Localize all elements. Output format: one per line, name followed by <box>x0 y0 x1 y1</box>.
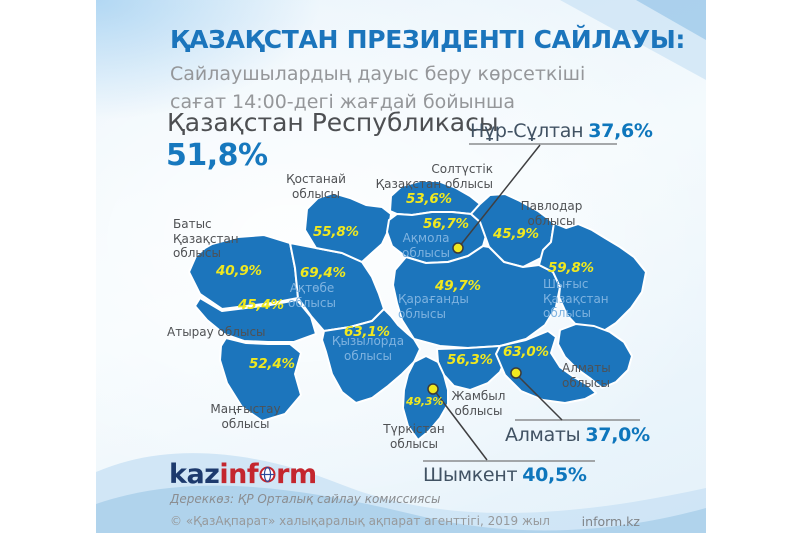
region-shape-east-kazakhstan <box>538 222 647 335</box>
kazinform-logo: kazinf rm <box>169 459 317 490</box>
city-value-nur-sultan: 37,6% <box>588 120 653 142</box>
globe-icon <box>259 466 276 483</box>
region-label-west-kazakhstan: Батыс Қазақстан облысы <box>173 217 239 260</box>
region-shape-mangystau <box>219 337 302 422</box>
city-marker-nur-sultan <box>452 242 464 254</box>
city-marker-shymkent <box>427 383 439 395</box>
copyright-note: © «ҚазАқпарат» халықаралық ақпарат агент… <box>170 514 550 528</box>
region-value-atyrau: 45,4% <box>238 297 284 313</box>
region-label-zhambyl: Жамбыл облысы <box>451 389 506 418</box>
logo-text-kaz: kaz <box>169 459 220 490</box>
region-value-west-kazakhstan: 40,9% <box>216 263 262 279</box>
region-label-mangystau: Маңғыстау облысы <box>210 402 281 431</box>
region-label-almaty-region: Алматы облысы <box>562 361 611 390</box>
national-label: Қазақстан Республикасы <box>167 108 499 137</box>
region-value-zhambyl: 56,3% <box>447 352 493 368</box>
region-shape-west-kazakhstan <box>188 234 299 310</box>
region-value-north-kazakhstan: 53,6% <box>406 191 452 207</box>
region-label-pavlodar: Павлодар облысы <box>520 199 583 228</box>
region-value-aqmola: 56,7% <box>423 216 469 232</box>
callout-shymkent: Шымкент 40,5% <box>423 464 587 486</box>
region-label-aqmola: Ақмола облысы <box>402 231 450 260</box>
region-value-aqtobe: 69,4% <box>300 265 346 281</box>
page-subtitle: Сайлаушылардың дауыс беру көрсеткіші сағ… <box>170 60 585 116</box>
region-value-qostanay: 55,8% <box>313 224 359 240</box>
callout-pointer-shymkent <box>433 389 488 461</box>
background-wave-dark <box>96 485 706 533</box>
region-label-turkistan: Түркістан облысы <box>383 422 445 451</box>
region-label-atyrau: Атырау облысы <box>167 325 266 339</box>
callout-nur-sultan: Нұр-Сұлтан 37,6% <box>470 120 653 142</box>
page-title: ҚАЗАҚСТАН ПРЕЗИДЕНТІ САЙЛАУЫ: <box>170 25 686 54</box>
source-note: Дереккөз: ҚР Орталық сайлау комиссиясы <box>170 492 441 506</box>
region-label-qostanay: Қостанай облысы <box>286 172 346 201</box>
city-name-nur-sultan: Нұр-Сұлтан <box>470 120 584 142</box>
region-shape-qostanay <box>304 192 392 263</box>
national-value: 51,8% <box>166 138 268 173</box>
background-corner-wedge-dark <box>636 0 706 40</box>
logo-text-rm: rm <box>276 459 317 490</box>
city-value-almaty: 37,0% <box>585 424 650 446</box>
region-label-east-kazakhstan: Шығыс Қазақстан облысы <box>543 277 609 320</box>
callout-almaty: Алматы 37,0% <box>505 424 650 446</box>
region-label-aqtobe: Ақтөбе облысы <box>288 281 336 310</box>
city-value-shymkent: 40,5% <box>522 464 587 486</box>
region-value-almaty-region: 63,0% <box>503 344 549 360</box>
region-value-mangystau: 52,4% <box>249 356 295 372</box>
region-value-pavlodar: 45,9% <box>493 226 539 242</box>
region-value-qaraghandy: 49,7% <box>435 278 481 294</box>
city-name-shymkent: Шымкент <box>423 464 518 486</box>
callout-pointer-nur-sultan <box>458 144 541 248</box>
region-shape-turkistan <box>402 355 449 441</box>
city-name-almaty: Алматы <box>505 424 581 446</box>
subtitle-line-1: Сайлаушылардың дауыс беру көрсеткіші <box>170 63 586 85</box>
region-shape-almaty-east <box>557 323 633 389</box>
background-corner-wedge <box>560 0 706 80</box>
region-value-qyzylorda: 63,1% <box>344 324 390 340</box>
region-label-north-kazakhstan: Солтүстік Қазақстан облысы <box>375 162 493 191</box>
callout-pointer-almaty <box>516 374 563 421</box>
region-shape-almaty-west <box>495 330 597 404</box>
site-watermark: inform.kz <box>581 514 640 529</box>
region-value-east-kazakhstan: 59,8% <box>548 260 594 276</box>
city-marker-almaty <box>510 367 522 379</box>
subtitle-line-2: сағат 14:00-дегі жағдай бойынша <box>170 91 516 113</box>
region-label-qaraghandy: Қарағанды облысы <box>398 292 469 321</box>
region-label-qyzylorda: Қызылорда облысы <box>331 334 405 363</box>
region-value-turkistan: 49,3% <box>406 395 444 408</box>
logo-text-inf: inf <box>219 459 259 490</box>
region-shape-atyrau <box>194 297 317 343</box>
region-shape-qaraghandy <box>392 245 561 349</box>
